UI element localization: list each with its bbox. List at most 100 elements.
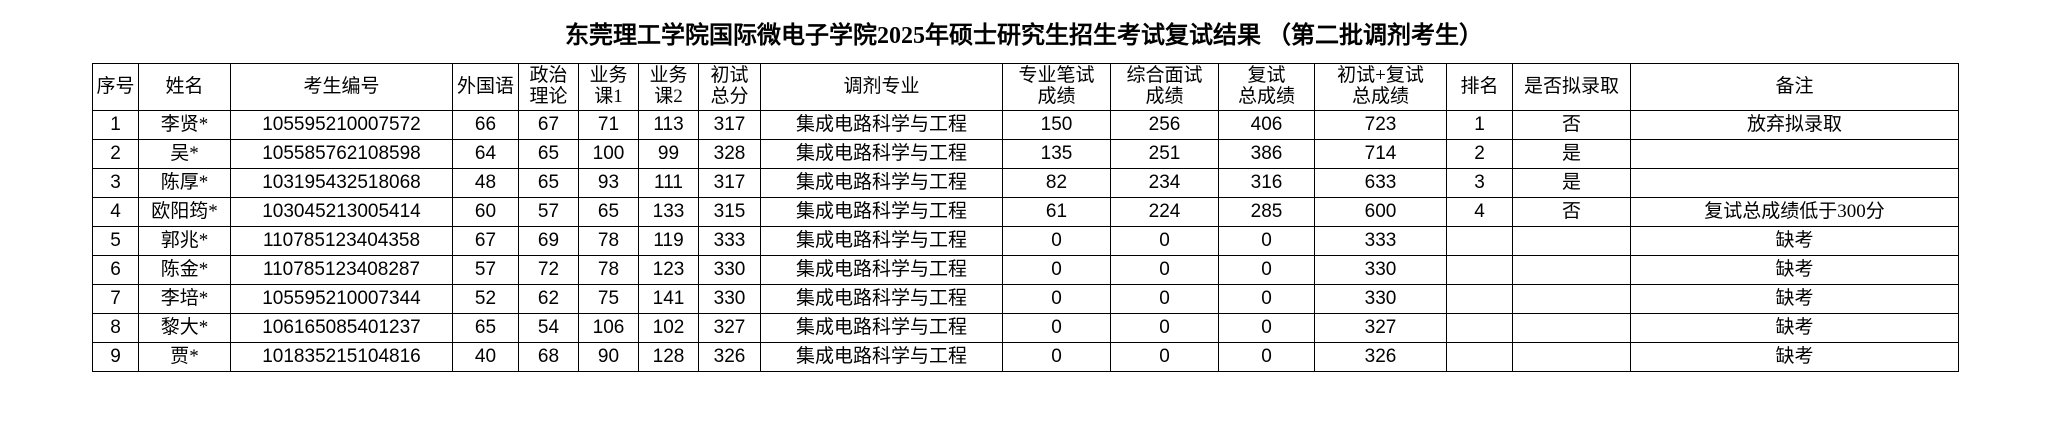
cell-grand-total: 330 [1314, 283, 1447, 314]
cell-index: 5 [92, 225, 139, 256]
column-header-politics-line1: 政治 [529, 64, 568, 86]
cell-written: 0 [1002, 341, 1111, 372]
cell-candidate-id: 105595210007572 [230, 109, 453, 140]
cell-interview: 0 [1110, 341, 1219, 372]
cell-initial-total: 317 [698, 167, 761, 198]
cell-written: 0 [1002, 283, 1111, 314]
cell-foreign-language: 52 [452, 283, 519, 314]
cell-name: 贾* [138, 341, 231, 372]
cell-foreign-language: 65 [452, 312, 519, 343]
cell-index: 3 [92, 167, 139, 198]
column-header-candidate-id: 考生编号 [230, 62, 453, 111]
table-row: 5 郭兆* 110785123404358 67 69 78 119 333 集成电路科学与工程… [92, 225, 1959, 256]
cell-foreign-language: 60 [452, 196, 519, 227]
column-header-business1-line2: 课1 [594, 85, 623, 107]
cell-written: 0 [1002, 225, 1111, 256]
cell-foreign-language: 57 [452, 254, 519, 285]
results-table-container: 序号 姓名 考生编号 外国语 政治 理论 业务 课1 业务 课2 [0, 62, 2048, 372]
cell-initial-total: 317 [698, 109, 761, 140]
cell-admitted [1512, 283, 1631, 314]
cell-major: 集成电路科学与工程 [760, 341, 1003, 372]
cell-business1: 93 [578, 167, 639, 198]
cell-politics: 68 [518, 341, 579, 372]
cell-foreign-language: 66 [452, 109, 519, 140]
cell-business2: 119 [638, 225, 699, 256]
cell-admitted: 否 [1512, 109, 1631, 140]
cell-politics: 67 [518, 109, 579, 140]
column-header-foreign-language: 外国语 [452, 62, 519, 111]
column-header-business2-line2: 课2 [654, 85, 683, 107]
cell-business2: 102 [638, 312, 699, 343]
table-body: 1 李贤* 105595210007572 66 67 71 113 317 集成电路科学与工程… [92, 109, 1959, 372]
cell-candidate-id: 101835215104816 [230, 341, 453, 372]
cell-major: 集成电路科学与工程 [760, 109, 1003, 140]
cell-name: 欧阳筠* [138, 196, 231, 227]
cell-grand-total: 714 [1314, 138, 1447, 169]
cell-initial-total: 315 [698, 196, 761, 227]
cell-foreign-language: 67 [452, 225, 519, 256]
table-row: 7 李培* 105595210007344 52 62 75 141 330 集成电路科学与工程… [92, 283, 1959, 314]
cell-index: 6 [92, 254, 139, 285]
cell-major: 集成电路科学与工程 [760, 225, 1003, 256]
cell-written: 82 [1002, 167, 1111, 198]
column-header-politics: 政治 理论 [518, 62, 579, 111]
cell-retest-total: 316 [1218, 167, 1315, 198]
cell-rank: 1 [1446, 109, 1513, 140]
cell-business1: 90 [578, 341, 639, 372]
column-header-rank: 排名 [1446, 62, 1513, 111]
cell-politics: 65 [518, 138, 579, 169]
cell-retest-total: 0 [1218, 254, 1315, 285]
cell-retest-total: 0 [1218, 225, 1315, 256]
cell-index: 2 [92, 138, 139, 169]
column-header-retest-total-line1: 复试 [1247, 64, 1286, 86]
cell-rank [1446, 225, 1513, 256]
cell-retest-total: 0 [1218, 283, 1315, 314]
cell-written: 0 [1002, 254, 1111, 285]
cell-remark: 缺考 [1630, 341, 1959, 372]
cell-candidate-id: 103045213005414 [230, 196, 453, 227]
cell-rank [1446, 312, 1513, 343]
cell-major: 集成电路科学与工程 [760, 312, 1003, 343]
cell-business2: 128 [638, 341, 699, 372]
cell-name: 陈厚* [138, 167, 231, 198]
cell-business2: 113 [638, 109, 699, 140]
column-header-index: 序号 [92, 62, 139, 111]
table-row: 4 欧阳筠* 103045213005414 60 57 65 133 315 集成电路科学与工… [92, 196, 1959, 227]
cell-initial-total: 327 [698, 312, 761, 343]
cell-interview: 0 [1110, 283, 1219, 314]
cell-business2: 133 [638, 196, 699, 227]
column-header-grand-total-line2: 总成绩 [1351, 85, 1409, 107]
cell-major: 集成电路科学与工程 [760, 196, 1003, 227]
cell-retest-total: 0 [1218, 312, 1315, 343]
cell-interview: 256 [1110, 109, 1219, 140]
cell-index: 8 [92, 312, 139, 343]
cell-admitted [1512, 254, 1631, 285]
page-title: 东莞理工学院国际微电子学院2025年硕士研究生招生考试复试结果 （第二批调剂考生… [565, 23, 1483, 49]
cell-business1: 78 [578, 225, 639, 256]
table-row: 9 贾* 101835215104816 40 68 90 128 326 集成电路科学与工程 0… [92, 341, 1959, 372]
column-header-business1-line1: 业务 [589, 64, 628, 86]
cell-rank [1446, 283, 1513, 314]
column-header-retest-total: 复试 总成绩 [1218, 62, 1315, 111]
cell-initial-total: 330 [698, 283, 761, 314]
admission-results-table: 序号 姓名 考生编号 外国语 政治 理论 业务 课1 业务 课2 [92, 62, 1959, 372]
cell-index: 4 [92, 196, 139, 227]
cell-admitted [1512, 341, 1631, 372]
cell-interview: 251 [1110, 138, 1219, 169]
column-header-interview: 综合面试 成绩 [1110, 62, 1219, 111]
column-header-major: 调剂专业 [760, 62, 1003, 111]
cell-index: 7 [92, 283, 139, 314]
cell-politics: 62 [518, 283, 579, 314]
cell-grand-total: 330 [1314, 254, 1447, 285]
cell-admitted: 否 [1512, 196, 1631, 227]
table-header: 序号 姓名 考生编号 外国语 政治 理论 业务 课1 业务 课2 [92, 62, 1959, 111]
cell-retest-total: 0 [1218, 341, 1315, 372]
cell-grand-total: 333 [1314, 225, 1447, 256]
cell-name: 黎大* [138, 312, 231, 343]
cell-initial-total: 326 [698, 341, 761, 372]
cell-rank: 2 [1446, 138, 1513, 169]
table-row: 3 陈厚* 103195432518068 48 65 93 111 317 集成电路科学与工程… [92, 167, 1959, 198]
cell-rank: 3 [1446, 167, 1513, 198]
cell-remark [1630, 167, 1959, 198]
